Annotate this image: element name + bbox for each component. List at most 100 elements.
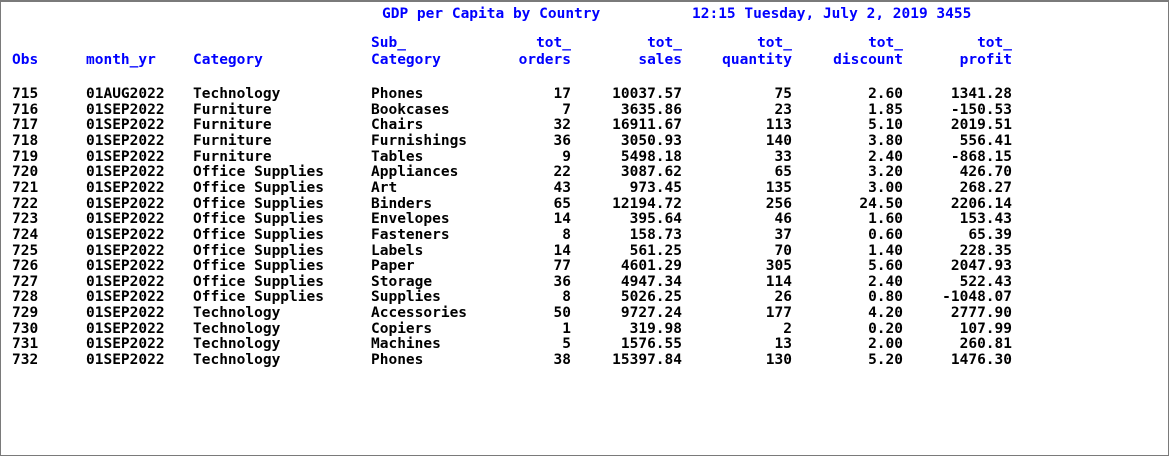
cell-tot-quantity: 37: [774, 226, 792, 243]
table-row: 730 01SEP2022 Technology Copiers 1 319.98 2 0.2…: [0, 321, 1169, 337]
cell-tot-orders: 32: [553, 117, 571, 134]
header-sub-category-line2: Category: [371, 52, 441, 68]
header-tot-quantity-line1: tot_: [757, 35, 792, 51]
cell-month-yr: 01SEP2022: [86, 320, 165, 337]
cell-category: Office Supplies: [193, 258, 324, 275]
cell-tot-orders: 38: [553, 352, 571, 369]
cell-category: Technology: [193, 336, 281, 353]
cell-tot-sales: 3087.62: [620, 164, 682, 181]
cell-tot-profit: -1048.07: [942, 289, 1012, 306]
cell-tot-profit: -150.53: [950, 101, 1012, 118]
cell-obs: 729: [12, 305, 39, 322]
cell-sub-category: Envelopes: [371, 211, 450, 228]
report-title: GDP per Capita by Country: [382, 6, 601, 22]
cell-tot-profit: 2206.14: [950, 195, 1012, 212]
cell-tot-orders: 50: [553, 305, 571, 322]
table-row: 731 01SEP2022 Technology Machines 5 1576.55 13…: [0, 336, 1169, 352]
cell-obs: 727: [12, 273, 39, 290]
cell-tot-orders: 14: [553, 211, 571, 228]
cell-sub-category: Copiers: [371, 320, 433, 337]
cell-sub-category: Art: [371, 179, 398, 196]
table-row: 732 01SEP2022 Technology Phones 38 15397.84 13…: [0, 352, 1169, 368]
cell-tot-quantity: 23: [774, 101, 792, 118]
cell-tot-orders: 17: [553, 86, 571, 102]
cell-tot-quantity: 70: [774, 242, 792, 259]
cell-month-yr: 01SEP2022: [86, 195, 165, 212]
report-datestamp: 12:15 Tuesday, July 2, 2019 3455: [692, 6, 972, 22]
cell-tot-profit: 556.41: [959, 132, 1012, 149]
cell-tot-orders: 8: [562, 289, 571, 306]
cell-month-yr: 01SEP2022: [86, 148, 165, 165]
header-tot-sales-line2: sales: [638, 52, 682, 68]
cell-tot-orders: 5: [562, 336, 571, 353]
cell-category: Office Supplies: [193, 226, 324, 243]
cell-tot-quantity: 135: [765, 179, 792, 196]
cell-tot-quantity: 65: [774, 164, 792, 181]
cell-category: Office Supplies: [193, 164, 324, 181]
cell-tot-profit: 1341.28: [950, 86, 1012, 102]
cell-tot-discount: 5.60: [868, 258, 903, 275]
cell-tot-profit: 2019.51: [950, 117, 1012, 134]
table-row: 728 01SEP2022 Office Supplies Supplies 8 5026…: [0, 289, 1169, 305]
cell-tot-discount: 2.40: [868, 273, 903, 290]
cell-tot-profit: 228.35: [959, 242, 1012, 259]
cell-tot-sales: 3050.93: [620, 132, 682, 149]
cell-obs: 720: [12, 164, 39, 181]
cell-tot-orders: 7: [562, 101, 571, 118]
cell-month-yr: 01SEP2022: [86, 117, 165, 134]
cell-tot-orders: 8: [562, 226, 571, 243]
table-row: 721 01SEP2022 Office Supplies Art 43 973.45 13…: [0, 180, 1169, 196]
cell-sub-category: Phones: [371, 86, 424, 102]
cell-month-yr: 01SEP2022: [86, 258, 165, 275]
cell-tot-sales: 561.25: [629, 242, 682, 259]
cell-tot-discount: 0.60: [868, 226, 903, 243]
cell-month-yr: 01SEP2022: [86, 289, 165, 306]
cell-tot-sales: 158.73: [629, 226, 682, 243]
header-tot-profit-line1: tot_: [977, 35, 1012, 51]
table-row: 727 01SEP2022 Office Supplies Storage 36 4947…: [0, 274, 1169, 290]
cell-tot-profit: 2047.93: [950, 258, 1012, 275]
cell-tot-sales: 4947.34: [620, 273, 682, 290]
cell-obs: 723: [12, 211, 39, 228]
cell-tot-sales: 10037.57: [612, 86, 682, 102]
cell-tot-quantity: 130: [765, 352, 792, 369]
cell-month-yr: 01AUG2022: [86, 86, 165, 102]
cell-tot-profit: 522.43: [959, 273, 1012, 290]
table-row: 722 01SEP2022 Office Supplies Binders 65 1219…: [0, 196, 1169, 212]
cell-tot-discount: 3.20: [868, 164, 903, 181]
cell-tot-quantity: 26: [774, 289, 792, 306]
cell-tot-quantity: 113: [765, 117, 792, 134]
cell-obs: 716: [12, 101, 39, 118]
table-row: 720 01SEP2022 Office Supplies Appliances 22 3…: [0, 164, 1169, 180]
cell-obs: 715: [12, 86, 39, 102]
header-obs-line2: Obs: [12, 52, 39, 68]
cell-tot-sales: 395.64: [629, 211, 682, 228]
cell-month-yr: 01SEP2022: [86, 132, 165, 149]
table-row: 717 01SEP2022 Furniture Chairs 32 16911.67 113…: [0, 117, 1169, 133]
cell-tot-quantity: 256: [765, 195, 792, 212]
cell-sub-category: Labels: [371, 242, 424, 259]
cell-tot-quantity: 75: [774, 86, 792, 102]
cell-category: Furniture: [193, 117, 272, 134]
cell-obs: 728: [12, 289, 39, 306]
cell-category: Office Supplies: [193, 273, 324, 290]
cell-month-yr: 01SEP2022: [86, 273, 165, 290]
cell-tot-discount: 4.20: [868, 305, 903, 322]
cell-category: Office Supplies: [193, 179, 324, 196]
cell-month-yr: 01SEP2022: [86, 242, 165, 259]
cell-tot-sales: 16911.67: [612, 117, 682, 134]
cell-tot-orders: 1: [562, 320, 571, 337]
cell-sub-category: Appliances: [371, 164, 459, 181]
table-row: 718 01SEP2022 Furniture Furnishings 36 3050.9…: [0, 133, 1169, 149]
table-row: 725 01SEP2022 Office Supplies Labels 14 561.2…: [0, 243, 1169, 259]
cell-month-yr: 01SEP2022: [86, 211, 165, 228]
cell-tot-quantity: 177: [765, 305, 792, 322]
cell-tot-discount: 2.00: [868, 336, 903, 353]
cell-obs: 726: [12, 258, 39, 275]
cell-sub-category: Phones: [371, 352, 424, 369]
cell-category: Technology: [193, 320, 281, 337]
cell-category: Technology: [193, 86, 281, 102]
header-month-yr-line2: month_yr: [86, 52, 156, 68]
cell-tot-quantity: 305: [765, 258, 792, 275]
cell-sub-category: Binders: [371, 195, 433, 212]
